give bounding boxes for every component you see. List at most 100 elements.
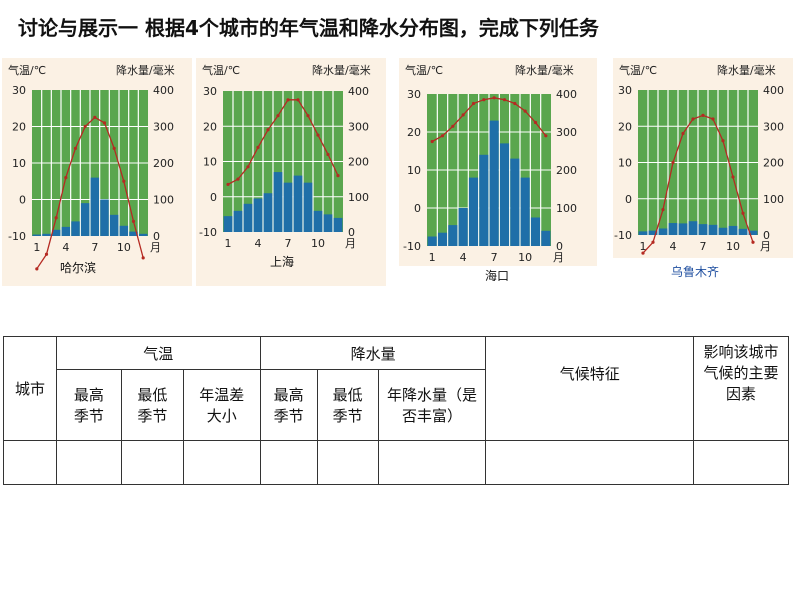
table-cell[interactable] xyxy=(377,440,487,485)
precip-tick-label: 300 xyxy=(763,120,784,133)
temperature-point xyxy=(316,133,320,137)
temp-axis-label: 气温/℃ xyxy=(8,63,46,77)
temperature-point xyxy=(691,117,695,121)
month-tick-label: 7 xyxy=(491,251,498,264)
temp-axis-label: 气温/℃ xyxy=(619,63,657,77)
temperature-point xyxy=(731,175,735,179)
table-cell[interactable] xyxy=(182,440,261,485)
temp-tick-label: -10 xyxy=(614,229,632,242)
table-cell[interactable] xyxy=(316,440,379,485)
month-tick-label: 4 xyxy=(255,237,262,250)
header-influencing-factors: 影响该城市气候的主要因素 xyxy=(693,336,789,441)
precipitation-bar xyxy=(223,216,233,232)
header-climate-features: 气候特征 xyxy=(485,336,695,441)
month-tick-label: 10 xyxy=(117,241,131,254)
table-cell[interactable] xyxy=(55,440,122,485)
precip-tick-label: 300 xyxy=(153,121,174,134)
precipitation-bar xyxy=(708,224,718,235)
table-cell[interactable] xyxy=(3,440,57,485)
precipitation-bar xyxy=(437,232,448,246)
temperature-point xyxy=(35,267,39,271)
precip-axis-label: 降水量/毫米 xyxy=(116,63,175,77)
precip-tick-label: 100 xyxy=(153,194,174,207)
precipitation-bar xyxy=(530,217,541,246)
temp-tick-label: 0 xyxy=(414,202,421,215)
temperature-point xyxy=(533,120,538,125)
precipitation-bar xyxy=(688,221,698,235)
subheader-annual-temp-range: 年温差大小 xyxy=(182,369,261,441)
temp-tick-label: 0 xyxy=(19,194,26,207)
precipitation-bar xyxy=(273,172,283,232)
temperature-point xyxy=(326,152,330,157)
temperature-point xyxy=(286,98,290,102)
month-tick-label: 4 xyxy=(62,241,69,254)
precip-tick-label: 200 xyxy=(153,157,174,170)
temp-tick-label: 10 xyxy=(618,157,632,170)
table-cell[interactable] xyxy=(693,440,789,485)
month-tick-label: 7 xyxy=(91,241,98,254)
precip-tick-label: 400 xyxy=(763,84,784,97)
temperature-point xyxy=(721,139,725,143)
city-name: 海口 xyxy=(485,268,509,283)
month-tick-label: 1 xyxy=(429,251,436,264)
precip-axis-label: 降水量/毫米 xyxy=(717,63,776,77)
temp-tick-label: 10 xyxy=(203,156,217,169)
precipitation-bar xyxy=(243,203,253,232)
temperature-point xyxy=(513,101,517,106)
temperature-point xyxy=(523,109,527,113)
precip-axis-label: 降水量/毫米 xyxy=(515,63,574,77)
city-name: 上海 xyxy=(270,254,294,269)
subheader-precip-lowest-season: 最低季节 xyxy=(316,369,379,441)
month-tick-label: 月 xyxy=(760,240,771,253)
precipitation-bar xyxy=(738,228,748,235)
precipitation-bar xyxy=(427,236,437,246)
precipitation-bar xyxy=(253,198,263,232)
precip-axis-label: 降水量/毫米 xyxy=(312,63,371,77)
temperature-point xyxy=(112,146,116,150)
temperature-point xyxy=(502,98,507,102)
temp-tick-label: 20 xyxy=(407,126,421,139)
precipitation-bar xyxy=(541,230,551,246)
table-cell[interactable] xyxy=(485,440,695,485)
precipitation-bar xyxy=(90,177,100,236)
temperature-point xyxy=(73,146,78,150)
temperature-point xyxy=(451,124,455,128)
header-precipitation: 降水量 xyxy=(259,336,487,370)
temperature-point xyxy=(44,252,49,256)
month-tick-label: 4 xyxy=(670,240,677,253)
temperature-point xyxy=(711,117,715,121)
precipitation-bar xyxy=(678,223,688,235)
precipitation-bar xyxy=(32,234,42,236)
temperature-point xyxy=(482,98,486,102)
precip-tick-label: 400 xyxy=(153,84,174,97)
temperature-point xyxy=(741,211,745,215)
precipitation-bar xyxy=(233,210,243,232)
table-cell[interactable] xyxy=(259,440,318,485)
table-cell[interactable] xyxy=(120,440,184,485)
temperature-point xyxy=(276,114,280,118)
temp-tick-label: 20 xyxy=(12,121,26,134)
precip-tick-label: 0 xyxy=(153,230,160,243)
month-tick-label: 1 xyxy=(33,241,40,254)
precipitation-bar xyxy=(520,177,530,246)
temp-tick-label: 30 xyxy=(618,84,632,97)
month-tick-label: 7 xyxy=(285,237,292,250)
subheader-temp-lowest-season: 最低季节 xyxy=(120,369,184,441)
temperature-point xyxy=(751,240,755,244)
precipitation-bar xyxy=(119,225,129,236)
precipitation-bar xyxy=(638,231,648,235)
month-tick-label: 1 xyxy=(225,237,232,250)
precipitation-bar xyxy=(71,221,80,236)
city-name: 哈尔滨 xyxy=(60,260,96,275)
precipitation-bar xyxy=(138,233,148,236)
precip-tick-label: 200 xyxy=(556,164,577,177)
temperature-line xyxy=(227,99,339,185)
precipitation-bar xyxy=(658,228,668,235)
temperature-line xyxy=(642,114,754,254)
